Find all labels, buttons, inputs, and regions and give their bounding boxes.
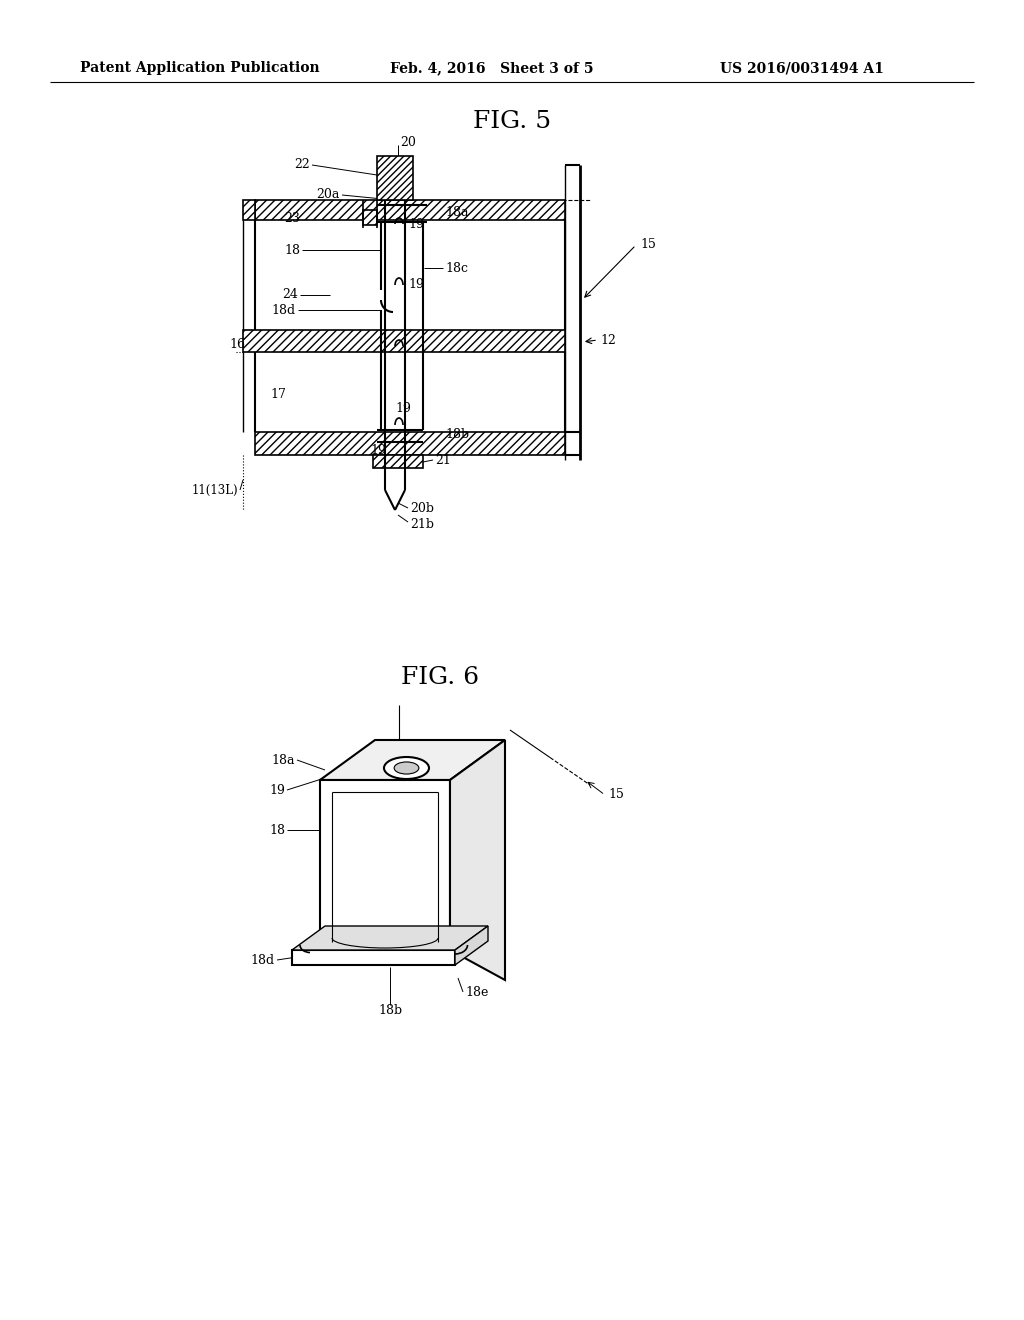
- Text: 18: 18: [284, 243, 300, 256]
- Text: 12: 12: [600, 334, 615, 346]
- Polygon shape: [255, 432, 565, 455]
- Text: 18d: 18d: [251, 953, 275, 966]
- Text: 20a: 20a: [316, 189, 340, 202]
- Text: 21: 21: [435, 454, 451, 466]
- Polygon shape: [255, 201, 565, 220]
- Text: 18b: 18b: [445, 429, 469, 441]
- Polygon shape: [319, 741, 505, 780]
- Polygon shape: [292, 927, 488, 950]
- Text: Feb. 4, 2016   Sheet 3 of 5: Feb. 4, 2016 Sheet 3 of 5: [390, 61, 594, 75]
- Text: 20: 20: [400, 136, 416, 149]
- Polygon shape: [243, 201, 255, 220]
- Polygon shape: [377, 156, 413, 201]
- Text: FIG. 5: FIG. 5: [473, 111, 551, 133]
- Text: 19: 19: [370, 444, 386, 457]
- Text: 11(13L): 11(13L): [191, 483, 238, 496]
- Text: 18c: 18c: [445, 261, 468, 275]
- Text: 17: 17: [270, 388, 286, 401]
- Text: 23: 23: [284, 211, 300, 224]
- Text: US 2016/0031494 A1: US 2016/0031494 A1: [720, 61, 884, 75]
- Polygon shape: [292, 950, 455, 965]
- Text: 22: 22: [294, 158, 310, 172]
- Polygon shape: [455, 927, 488, 965]
- Text: 15: 15: [640, 239, 656, 252]
- Ellipse shape: [384, 756, 429, 779]
- Text: 18a: 18a: [271, 754, 295, 767]
- Text: 21b: 21b: [410, 519, 434, 532]
- Text: FIG. 6: FIG. 6: [401, 667, 479, 689]
- Text: 19: 19: [408, 279, 424, 292]
- Text: 18b: 18b: [378, 1003, 402, 1016]
- Text: 19: 19: [408, 219, 424, 231]
- Text: 19: 19: [395, 401, 411, 414]
- Polygon shape: [373, 455, 423, 469]
- Ellipse shape: [394, 762, 419, 774]
- Polygon shape: [362, 210, 377, 224]
- Text: 16: 16: [229, 338, 245, 351]
- Text: 18e: 18e: [465, 986, 488, 998]
- Text: 18d: 18d: [272, 304, 296, 317]
- Text: 15: 15: [608, 788, 624, 801]
- Text: 20b: 20b: [410, 502, 434, 515]
- Polygon shape: [243, 330, 565, 352]
- Text: 18a: 18a: [445, 206, 469, 219]
- Text: 24: 24: [283, 289, 298, 301]
- Polygon shape: [319, 780, 450, 950]
- Text: Patent Application Publication: Patent Application Publication: [80, 61, 319, 75]
- Polygon shape: [450, 741, 505, 979]
- Text: 19: 19: [269, 784, 285, 796]
- Text: 18: 18: [269, 824, 285, 837]
